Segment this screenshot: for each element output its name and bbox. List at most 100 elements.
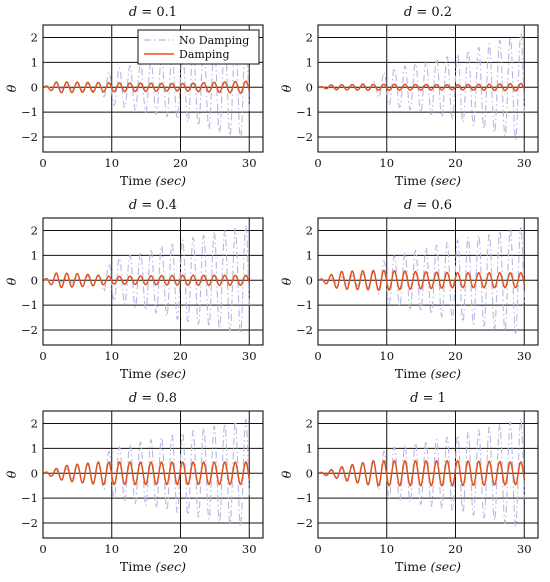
title-variable: d <box>129 5 137 20</box>
x-tick-label: 0 <box>39 542 46 556</box>
x-axis-unit: (sec) <box>155 173 186 188</box>
x-axis-label: Time (sec) <box>395 366 461 381</box>
x-tick-label: 0 <box>314 542 321 556</box>
x-tick-label: 0 <box>314 156 321 170</box>
x-tick-label: 10 <box>104 349 119 363</box>
series-line-damping <box>43 80 250 94</box>
plot-frame <box>317 217 539 346</box>
title-equals: = <box>137 5 156 20</box>
x-axis-label: Time (sec) <box>120 173 186 188</box>
title-variable: d <box>129 198 137 213</box>
y-tick-label: 1 <box>31 441 38 455</box>
title-value: 0.8 <box>156 391 177 406</box>
x-axis-label: Time (sec) <box>120 366 186 381</box>
y-tick-label: −1 <box>296 491 313 505</box>
series-line-no-damping <box>318 418 525 527</box>
series-line-no-damping <box>318 225 525 334</box>
y-tick-label: 0 <box>306 466 313 480</box>
y-tick-label: 1 <box>31 55 38 69</box>
x-tick-label: 10 <box>379 349 394 363</box>
y-tick-label: −1 <box>21 298 38 312</box>
x-tick-label: 30 <box>517 542 532 556</box>
x-tick-label: 10 <box>379 156 394 170</box>
series-line-damping <box>318 460 525 487</box>
x-axis-unit: (sec) <box>430 366 461 381</box>
subplot-title: d = 0.8 <box>129 391 177 406</box>
series-line-no-damping <box>318 32 525 141</box>
plot-frame <box>317 24 539 153</box>
y-tick-label: 1 <box>306 441 313 455</box>
y-axis-label: θ <box>279 277 294 285</box>
x-tick-label: 20 <box>448 542 463 556</box>
y-tick-label: 0 <box>31 80 38 94</box>
subplot-title: d = 0.6 <box>404 198 452 213</box>
series-line-damping <box>43 461 250 486</box>
x-tick-label: 0 <box>39 156 46 170</box>
subplot-4: d = 0.6 0 10 20 30 −2 −1 0 1 2 Time (sec) θ <box>279 198 539 381</box>
series-line-no-damping <box>43 418 250 527</box>
y-axis-label: θ <box>4 84 19 92</box>
plot-frame <box>317 410 539 539</box>
x-axis-label-text: Time <box>395 366 431 381</box>
title-variable: d <box>404 5 412 20</box>
y-axis-label: θ <box>4 470 19 478</box>
y-tick-label: 2 <box>306 30 313 44</box>
x-tick-label: 10 <box>379 542 394 556</box>
x-axis-unit: (sec) <box>430 559 461 574</box>
y-tick-label: 2 <box>306 416 313 430</box>
x-tick-label: 0 <box>314 349 321 363</box>
y-tick-label: −2 <box>296 323 313 337</box>
y-tick-label: 2 <box>31 416 38 430</box>
y-tick-label: 1 <box>306 248 313 262</box>
x-axis-unit: (sec) <box>155 366 186 381</box>
x-axis-label: Time (sec) <box>395 559 461 574</box>
x-axis-label: Time (sec) <box>120 559 186 574</box>
y-tick-label: 0 <box>306 273 313 287</box>
y-tick-label: −1 <box>296 105 313 119</box>
y-tick-label: −2 <box>21 323 38 337</box>
legend-label-damping: Damping <box>179 48 230 61</box>
subplot-title: d = 0.1 <box>129 5 177 20</box>
x-axis-unit: (sec) <box>155 559 186 574</box>
plot-frame <box>42 24 264 153</box>
x-axis-label-text: Time <box>395 559 431 574</box>
x-tick-label: 20 <box>448 156 463 170</box>
x-tick-label: 20 <box>173 156 188 170</box>
title-equals: = <box>418 391 437 406</box>
y-tick-label: −2 <box>296 130 313 144</box>
y-axis-label: θ <box>279 470 294 478</box>
subplot-title: d = 0.2 <box>404 5 452 20</box>
x-tick-label: 30 <box>517 349 532 363</box>
subplot-5: d = 0.8 0 10 20 30 −2 −1 0 1 2 Time (sec) θ <box>4 391 264 574</box>
subplot-3: d = 0.4 0 10 20 30 −2 −1 0 1 2 Time (sec) θ <box>4 198 264 381</box>
x-axis-label-text: Time <box>395 173 431 188</box>
title-equals: = <box>137 198 156 213</box>
x-tick-label: 30 <box>242 349 257 363</box>
x-axis-label-text: Time <box>120 559 156 574</box>
subplot-title: d = 0.4 <box>129 198 177 213</box>
y-tick-label: 0 <box>31 466 38 480</box>
title-value: 1 <box>438 391 446 406</box>
x-tick-label: 10 <box>104 542 119 556</box>
x-tick-label: 20 <box>448 349 463 363</box>
title-equals: = <box>412 5 431 20</box>
y-tick-label: −1 <box>21 105 38 119</box>
title-variable: d <box>410 391 418 406</box>
plot-frame <box>42 217 264 346</box>
title-value: 0.1 <box>156 5 177 20</box>
subplot-1: d = 0.1 0 10 20 30 −2 −1 0 1 2 Time (sec) θ No Dampi… <box>4 5 264 188</box>
y-tick-label: −1 <box>296 298 313 312</box>
y-tick-label: −2 <box>21 130 38 144</box>
x-axis-label: Time (sec) <box>395 173 461 188</box>
x-tick-label: 20 <box>173 349 188 363</box>
y-tick-label: 2 <box>306 223 313 237</box>
y-tick-label: −2 <box>296 516 313 530</box>
series-line-no-damping <box>43 225 250 334</box>
x-axis-unit: (sec) <box>430 173 461 188</box>
x-tick-label: 0 <box>39 349 46 363</box>
legend-box <box>137 29 260 65</box>
x-tick-label: 30 <box>242 542 257 556</box>
